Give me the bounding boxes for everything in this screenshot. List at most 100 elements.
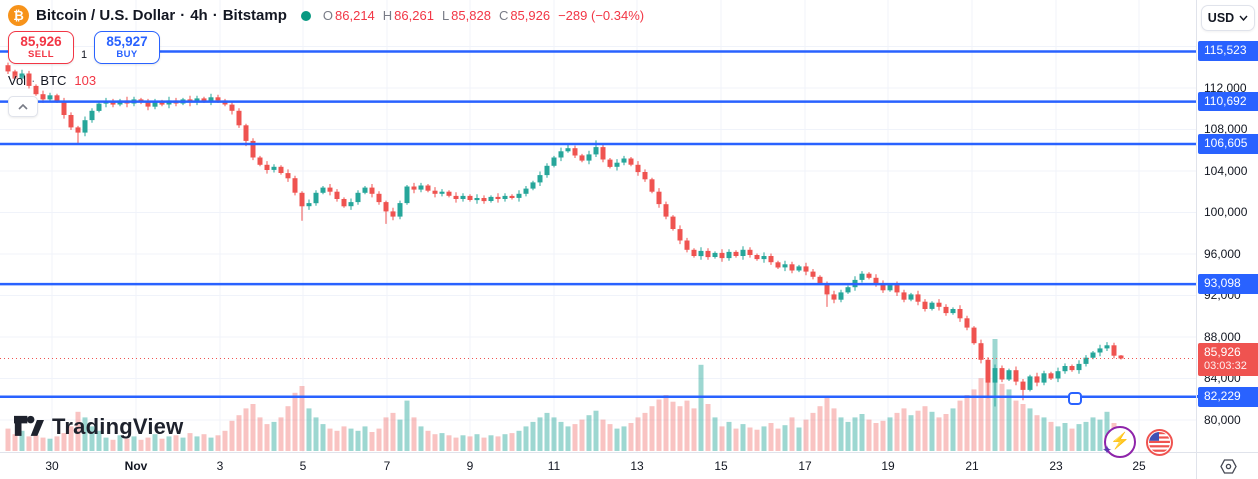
candle bbox=[397, 203, 403, 217]
volume-bar bbox=[467, 436, 473, 451]
volume-bar bbox=[208, 437, 214, 451]
volume-bar bbox=[250, 404, 256, 451]
candle bbox=[355, 192, 361, 203]
buy-button[interactable]: 85,927 BUY bbox=[94, 31, 160, 64]
time-axis[interactable]: 30 Nov 3 5 7 9 11 13 15 17 19 21 23 25 bbox=[0, 452, 1196, 479]
volume-bar bbox=[978, 378, 984, 451]
volume-bar bbox=[243, 408, 249, 451]
collapse-pane-button[interactable] bbox=[8, 96, 38, 117]
sparkle-icon: ✦ bbox=[1102, 443, 1113, 457]
volume-unit: BTC bbox=[40, 73, 67, 88]
candle bbox=[880, 283, 886, 291]
candle bbox=[642, 172, 648, 180]
volume-bar bbox=[719, 426, 725, 451]
volume-bar bbox=[54, 436, 60, 451]
candle bbox=[1027, 376, 1033, 390]
candle bbox=[110, 101, 116, 105]
volume-bar bbox=[971, 389, 977, 451]
candle bbox=[936, 302, 942, 307]
volume-bar bbox=[1083, 421, 1089, 451]
volume-bar bbox=[537, 417, 543, 451]
last-price-label: 85,926 03:03:32 bbox=[1198, 343, 1258, 376]
volume-bar bbox=[656, 399, 662, 451]
candle bbox=[824, 283, 830, 295]
candle bbox=[544, 165, 550, 176]
candle bbox=[26, 73, 32, 86]
spread-value: 1 bbox=[74, 48, 94, 62]
interval-label[interactable]: 4h bbox=[190, 7, 208, 24]
volume-bar bbox=[1090, 417, 1096, 451]
candle bbox=[859, 273, 865, 280]
candle bbox=[817, 276, 823, 283]
volume-bar bbox=[152, 434, 158, 451]
price-line-label: 115,523 bbox=[1198, 41, 1258, 62]
time-tick: 3 bbox=[216, 459, 224, 473]
volume-bar bbox=[838, 417, 844, 451]
floating-icons: ⚡ ✦ bbox=[1102, 426, 1173, 458]
candle bbox=[152, 101, 158, 107]
volume-bar bbox=[726, 421, 732, 451]
volume-bar bbox=[607, 424, 613, 451]
candle bbox=[82, 120, 88, 133]
volume-bar bbox=[495, 436, 501, 451]
candle bbox=[229, 104, 235, 111]
last-price-value: 85,926 bbox=[1204, 345, 1241, 360]
time-tick: 7 bbox=[383, 459, 391, 473]
candle bbox=[145, 102, 151, 107]
volume-bar bbox=[544, 412, 550, 451]
candle bbox=[901, 292, 907, 300]
candle bbox=[761, 256, 767, 260]
axis-corner[interactable] bbox=[1196, 452, 1258, 479]
tradingview-logo-text: TradingView bbox=[52, 414, 184, 439]
volume-bar bbox=[999, 383, 1005, 451]
price-tick: 112,000 bbox=[1204, 81, 1247, 95]
volume-bar bbox=[859, 414, 865, 451]
candle bbox=[943, 306, 949, 314]
volume-bar bbox=[117, 435, 123, 451]
candle bbox=[411, 186, 417, 190]
tradingview-logo[interactable]: TradingView bbox=[14, 414, 183, 440]
volume-bar bbox=[201, 434, 207, 451]
lightning-boost-icon[interactable]: ⚡ ✦ bbox=[1102, 426, 1136, 458]
candle bbox=[502, 195, 508, 199]
chart-pane[interactable] bbox=[0, 0, 1196, 452]
symbol-title[interactable]: Bitcoin / U.S. Dollar bbox=[36, 7, 176, 24]
candle bbox=[600, 147, 606, 160]
volume-bar bbox=[145, 437, 151, 451]
volume-bar bbox=[103, 437, 109, 451]
sell-button[interactable]: 85,926 SELL bbox=[8, 31, 74, 64]
exchange-label[interactable]: Bitstamp bbox=[222, 7, 287, 24]
us-flag-icon[interactable] bbox=[1146, 428, 1173, 456]
volume-bar bbox=[950, 408, 956, 451]
candle bbox=[460, 195, 466, 199]
price-axis[interactable]: USD 116,000112,000108,000104,000100,0009… bbox=[1196, 0, 1258, 452]
volume-bar bbox=[194, 436, 200, 451]
volume-bar bbox=[593, 410, 599, 451]
volume-bar bbox=[936, 417, 942, 451]
price-tick: 104,000 bbox=[1204, 163, 1248, 178]
volume-bar bbox=[166, 436, 172, 451]
volume-bar bbox=[19, 430, 25, 451]
volume-bar bbox=[96, 430, 102, 451]
price-line-handle[interactable] bbox=[1068, 392, 1082, 405]
candle bbox=[579, 155, 585, 161]
candle bbox=[467, 195, 473, 200]
volume-bar bbox=[705, 404, 711, 451]
volume-bar bbox=[782, 425, 788, 451]
candle bbox=[593, 147, 599, 155]
candle bbox=[1041, 373, 1047, 383]
volume-bar bbox=[600, 419, 606, 451]
currency-selector[interactable]: USD bbox=[1201, 5, 1255, 31]
volume-bar bbox=[943, 414, 949, 451]
volume-bar bbox=[61, 433, 67, 451]
volume-bar bbox=[747, 427, 753, 451]
volume-bar bbox=[691, 408, 697, 451]
volume-bar bbox=[110, 439, 116, 451]
bitcoin-logo-icon: ₿ bbox=[8, 5, 29, 26]
candle bbox=[425, 185, 431, 191]
volume-bar bbox=[663, 395, 669, 451]
candle bbox=[768, 256, 774, 263]
volume-bar bbox=[551, 417, 557, 451]
chevron-up-icon bbox=[18, 103, 28, 110]
volume-bar bbox=[439, 433, 445, 451]
